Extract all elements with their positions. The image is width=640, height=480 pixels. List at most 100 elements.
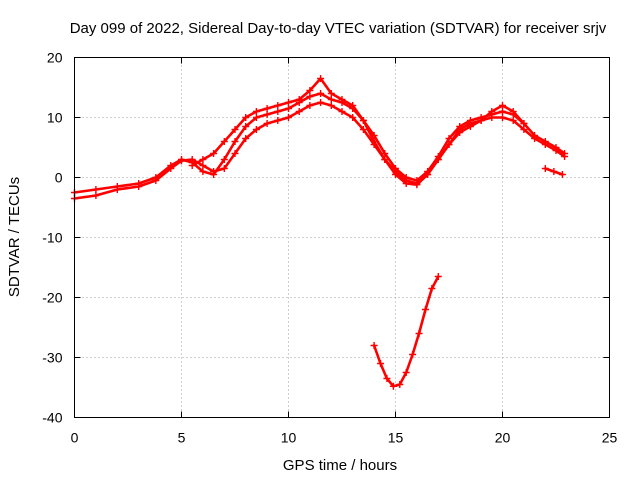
data-point (499, 102, 506, 109)
data-point (231, 126, 239, 133)
data-point (274, 108, 282, 115)
data-point (413, 181, 421, 189)
data-layer (71, 75, 569, 390)
data-point (370, 138, 378, 145)
data-point (242, 135, 250, 142)
data-point (488, 108, 496, 115)
x-tick-label: 20 (495, 430, 511, 446)
y-tick-label: -40 (42, 410, 62, 426)
data-point (220, 138, 228, 145)
x-tick-label: 25 (602, 430, 618, 446)
data-point (466, 117, 474, 124)
data-point (252, 126, 260, 133)
data-point (509, 117, 517, 124)
data-point (327, 102, 335, 109)
data-point (499, 114, 506, 121)
series-arc-4 (541, 165, 566, 178)
data-point (392, 171, 399, 178)
y-tick-label: -30 (42, 350, 62, 366)
y-tick-label: 0 (55, 170, 63, 186)
axes: 0 5 10 15 20 25 20 10 0 -10 -20 -30 -40 (42, 50, 617, 446)
data-point (392, 165, 399, 172)
data-point (199, 162, 207, 169)
data-point (274, 117, 282, 124)
data-point (231, 150, 239, 157)
data-point (477, 117, 485, 124)
data-point (317, 99, 325, 106)
data-point (92, 186, 100, 193)
chart-title: Day 099 of 2022, Sidereal Day-to-day VTE… (70, 20, 607, 37)
data-point (541, 138, 549, 145)
series-arc-3 (188, 75, 528, 189)
data-point (421, 306, 429, 313)
data-point (396, 381, 404, 388)
data-point (252, 108, 260, 115)
data-point (188, 162, 196, 169)
data-point (561, 150, 569, 157)
data-point (402, 369, 410, 376)
data-point (295, 96, 303, 103)
data-point (434, 156, 442, 163)
data-point (552, 144, 560, 151)
data-point (520, 120, 528, 127)
data-point (424, 171, 432, 178)
data-point (381, 156, 389, 163)
data-point (252, 114, 260, 121)
y-tick-label: 20 (47, 50, 63, 66)
y-tick-label: -20 (42, 290, 62, 306)
data-point (349, 102, 357, 109)
data-point (456, 123, 464, 130)
x-tick-label: 5 (178, 430, 186, 446)
data-point (402, 174, 410, 181)
data-point (210, 171, 218, 178)
data-point (263, 120, 271, 127)
data-point (466, 123, 474, 130)
y-tick-label: 10 (47, 110, 63, 126)
data-point (499, 108, 506, 115)
data-point (327, 90, 335, 97)
plot-frame (74, 57, 610, 418)
y-axis-label: SDTVAR / TECUs (6, 177, 23, 297)
data-point (434, 273, 442, 280)
data-point (370, 342, 378, 349)
data-point (263, 105, 271, 112)
data-point (456, 129, 464, 136)
data-point (383, 375, 391, 382)
data-point (295, 108, 303, 115)
data-point (92, 192, 100, 199)
data-point (338, 96, 346, 103)
data-point (415, 330, 423, 337)
data-point (541, 165, 549, 172)
data-point (317, 90, 325, 97)
data-point (167, 162, 175, 169)
data-point (550, 168, 558, 175)
series-arc-2 (71, 90, 569, 196)
data-point (285, 99, 292, 106)
data-point (274, 102, 282, 109)
data-point (409, 351, 417, 358)
data-point (445, 135, 453, 142)
data-point (220, 165, 228, 172)
data-point (428, 285, 436, 292)
data-point (242, 114, 250, 121)
data-point (531, 132, 539, 139)
y-tick-label: -10 (42, 230, 62, 246)
data-point (306, 102, 314, 109)
series-line (190, 77, 526, 186)
data-point (113, 183, 121, 190)
data-point (220, 156, 228, 163)
data-point (402, 180, 410, 187)
data-point (199, 156, 207, 163)
data-point (285, 105, 292, 112)
data-point (152, 174, 160, 181)
data-point (327, 96, 335, 103)
data-point (349, 114, 357, 121)
data-point (359, 117, 367, 124)
data-point (338, 108, 346, 115)
data-point (317, 75, 325, 82)
data-point (135, 180, 143, 187)
data-point (509, 108, 517, 115)
data-point (178, 156, 185, 163)
data-point (377, 360, 385, 367)
